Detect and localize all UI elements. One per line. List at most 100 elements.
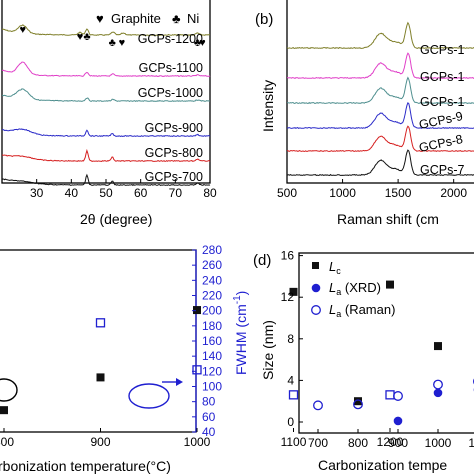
la-raman-point [353,399,363,410]
lc-square-point [96,373,105,382]
panel-a-curves [1,24,211,187]
panel-c-x-ticks: 7008009001000110012001300 [0,428,474,449]
panel-a-x-tick-label: 70 [169,186,183,200]
legend-la-xrd-label: La (XRD) [329,280,381,297]
panel-b-x-ticks: 500 1000 1500 2000 [277,179,467,200]
fwhm-square-point [192,365,202,375]
raman-series-label: GCPs-1 [420,70,465,84]
legend-graphite-symbol: ♥ [96,11,104,26]
panel-c-y2-tick-label: 80 [202,395,216,409]
panel-d-y-axis-label: Size (nm) [260,320,276,380]
panel-b-x-axis-label: Raman shift (cm [337,211,439,227]
fwhm-highlight-ellipse [128,383,170,409]
panel-a-x-ticks: 30 40 50 60 70 80 [30,179,217,200]
xrd-peak-marker: ♣ [83,31,90,43]
panel-b-x-tick-label: 1000 [329,186,356,200]
legend-lc-marker [312,262,319,269]
panel-c-y2-tick-label: 260 [202,258,222,272]
panel-c-y2-tick-label: 100 [202,380,222,394]
xrd-curve-2 [1,88,211,103]
fwhm-square-point [288,390,299,400]
fwhm-square-point [95,318,106,328]
lc-square-point [289,287,298,296]
panel-c-y2-tick-label: 40 [202,425,216,439]
fwhm-square-point [385,390,395,400]
panel-c-x-tick-label: 1100 [281,435,307,449]
panel-a-x-tick-label: 40 [65,186,79,200]
raman-series-label: GCPs-7 [420,163,465,177]
panel-c-y2-tick-label: 180 [202,319,222,333]
la-xrd-point [393,416,403,426]
panel-c: 7008009001000110012001300 40608010012014… [0,243,474,474]
panel-a-x-tick-label: 30 [30,186,44,200]
legend-graphite-label: Graphite [111,11,161,26]
lc-square-point [386,280,394,289]
panel-c-y2-tick-label: 200 [202,304,222,318]
panel-b-frame [286,0,474,184]
panel-d-y-tick-label: 0 [287,415,294,429]
panel-b-x-tick-label: 2000 [440,186,467,200]
legend-la-raman-marker [311,305,321,315]
panel-c-right-axis-label: FWHM (cm-1) [232,291,249,375]
panel-d-y-tick-label: 12 [281,290,295,304]
panel-a: ♥♥ ♣ ♣ ♥ ♣♥ GCPs-1200GCPs-1100GCPs-1000GCPs-… [1,0,217,227]
legend-la-raman-label: La (Raman) [329,302,395,319]
panel-d-label: (d) [253,252,271,269]
panel-c-y2-tick-label: 120 [202,364,222,378]
panel-d-x-ticks: 700 800 900 1000 110 [308,429,474,450]
xrd-series-label: GCPs-1000 [138,86,203,100]
xrd-peak-marker: ♥ [119,37,126,49]
panel-d-x-axis-label: Carbonization tempe [318,457,447,473]
xrd-curve-0 [1,24,211,36]
xrd-series-label: GCPs-1200 [138,32,203,46]
panel-c-frame [0,249,197,433]
raman-curve-5 [286,149,474,176]
panel-b-y-axis-label: Intensity [260,80,276,132]
xrd-series-label: GCPs-800 [145,146,203,160]
panel-c-points [0,280,395,415]
raman-curve-1 [286,52,474,80]
raman-series-label: GCPs-1 [420,95,465,109]
xrd-curve-3 [1,128,211,138]
panel-d-y-tick-label: 16 [281,249,295,263]
panel-d-y-tick-label: 8 [287,332,294,346]
panel-b-curves [286,21,474,176]
panel-b-x-tick-label: 500 [277,186,297,200]
panel-d-legend: Lc La (XRD) La (Raman) [311,259,395,319]
xrd-peak-marker: ♥ [77,31,84,43]
lc-size-point [434,342,442,351]
la-raman-point [433,379,443,390]
panel-d-x-tick-label: 800 [348,436,368,450]
legend-lc-label: Lc [329,259,341,276]
panel-a-series-labels: GCPs-1200 GCPs-1100 GCPs-1000 GCPs-900 GCPs-… [138,32,203,184]
panel-a-peak-markers: ♥♥ ♣ ♣ ♥ ♣♥ [20,24,206,49]
panel-c-x-tick-label: 800 [0,435,14,449]
panel-d-x-tick-label: 110 [468,436,474,450]
panel-a-x-tick-label: 60 [134,186,148,200]
lc-square-point [193,306,201,315]
raman-curve-3 [286,101,474,130]
panel-c-x-axis-label: rbonization temperature(°C) [0,458,171,474]
lc-highlight-ellipse [0,378,18,402]
panel-d-x-tick-label: 1000 [425,436,452,450]
raman-curve-2 [286,76,474,105]
panel-c-y2-tick-label: 220 [202,289,222,303]
xrd-peak-marker: ♣ [194,37,201,49]
raman-curve-0 [286,21,474,50]
panel-c-x-tick-label: 1000 [184,435,211,449]
xrd-series-label: GCPs-900 [145,121,203,135]
panel-c-y2-tick-label: 60 [202,410,216,424]
xrd-curve-4 [1,148,211,162]
la-raman-point [393,391,403,401]
panel-a-x-tick-label: 80 [203,186,217,200]
panel-c-y2-tick-label: 240 [202,273,222,287]
panel-d-x-tick-label: 700 [308,436,328,450]
panel-d-frame [298,252,474,434]
panel-a-x-axis-label: 2θ (degree) [80,211,152,227]
panel-d-y-ticks: 0 4 8 12 16 [281,249,303,429]
panel-a-x-tick-label: 50 [99,186,113,200]
lc-square-point [0,406,8,415]
